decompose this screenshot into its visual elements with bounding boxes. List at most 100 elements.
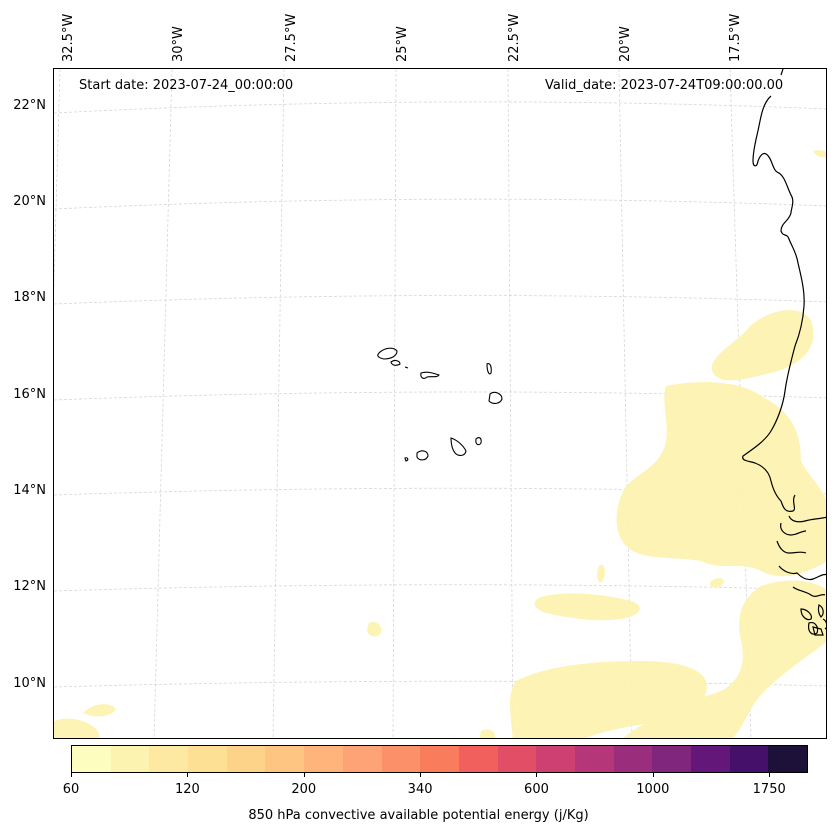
island-santiago xyxy=(450,437,467,456)
meridian-25w xyxy=(392,69,397,738)
island-brava xyxy=(404,457,409,462)
colorbar-segment xyxy=(420,746,459,772)
parallel-14n xyxy=(54,487,826,496)
island-sal xyxy=(486,363,492,375)
colorbar-segment xyxy=(691,746,730,772)
colorbar-segment xyxy=(265,746,305,772)
lat-label-14n: 14°N xyxy=(13,483,46,498)
cape-region-west xyxy=(54,718,100,738)
cape-region-small-3 xyxy=(479,729,496,738)
lon-label-25w: 25°W xyxy=(385,0,410,64)
lat-label-22n: 22°N xyxy=(13,98,46,113)
lon-label-text: 32.5°W xyxy=(61,13,76,62)
graticule xyxy=(54,69,826,738)
cape-region-southwest xyxy=(510,661,707,738)
cape-region-coast-north xyxy=(711,310,814,381)
coast-guinea-bissau xyxy=(792,586,826,636)
lon-label-20w: 20°W xyxy=(608,0,633,64)
colorbar-segment xyxy=(574,746,614,772)
parallel-22n xyxy=(54,101,826,114)
lon-label-17-5w: 17.5°W xyxy=(718,0,743,64)
coast-northwest-africa xyxy=(742,69,805,502)
parallel-18n xyxy=(54,295,826,305)
lat-label-12n: 12°N xyxy=(13,579,46,594)
colorbar xyxy=(71,745,808,773)
colorbar-segment xyxy=(729,746,769,772)
colorbar-segment xyxy=(149,746,189,772)
colorbar-segment xyxy=(72,746,111,772)
valid-date-label: Valid_date: 2023-07-24T09:00:00.00 xyxy=(545,78,784,93)
colorbar-segment xyxy=(342,746,382,772)
colorbar-segment xyxy=(497,746,537,772)
lon-label-text: 25°W xyxy=(395,26,410,62)
colorbar-segment xyxy=(188,746,227,772)
colorbar-tick-mark xyxy=(303,773,305,777)
colorbar-segment xyxy=(768,746,808,772)
parallel-10n xyxy=(54,680,826,688)
meridian-30w xyxy=(153,69,173,738)
colorbar-tick-label: 600 xyxy=(524,782,549,797)
coast-senegal-gambia xyxy=(776,494,826,581)
lon-label-text: 17.5°W xyxy=(728,13,743,62)
lat-label-18n: 18°N xyxy=(13,290,46,305)
cape-field xyxy=(54,150,826,738)
lat-label-20n: 20°N xyxy=(13,194,46,209)
cape-region-coast-central xyxy=(616,382,826,577)
colorbar-segment xyxy=(110,746,150,772)
africa-coastline xyxy=(742,69,826,636)
lat-label-10n: 10°N xyxy=(13,676,46,691)
colorbar-tick-label: 340 xyxy=(407,782,433,797)
cape-region-mid xyxy=(534,593,640,621)
colorbar-segment xyxy=(536,746,575,772)
colorbar-tick-mark xyxy=(652,773,654,777)
island-santa-luzia xyxy=(404,366,409,369)
lon-label-27-5w: 27.5°W xyxy=(274,0,299,64)
island-santo-antao xyxy=(377,347,398,360)
map-canvas xyxy=(54,69,826,738)
colorbar-tick-mark xyxy=(187,773,189,777)
meridian-27-5w xyxy=(272,69,285,738)
start-date-label: Start date: 2023-07-24_00:00:00 xyxy=(79,78,294,93)
lat-label-16n: 16°N xyxy=(13,387,46,402)
lon-label-30w: 30°W xyxy=(161,0,186,64)
lon-label-text: 22.5°W xyxy=(507,13,522,62)
lon-label-32-5w: 32.5°W xyxy=(51,0,76,64)
parallel-12n xyxy=(54,584,826,592)
parallel-20n xyxy=(54,198,826,210)
colorbar-tick-mark xyxy=(769,773,771,777)
island-fogo xyxy=(416,450,429,461)
meridian-20w xyxy=(618,69,633,738)
island-sao-vicente xyxy=(390,359,401,366)
cape-region-south-band xyxy=(623,580,826,738)
cape-verde-islands xyxy=(377,347,503,462)
colorbar-label: 850 hPa convective available potential e… xyxy=(248,808,589,823)
meridian-22-5w xyxy=(507,69,514,738)
island-sao-nicolau xyxy=(420,371,440,379)
colorbar-segment xyxy=(226,746,266,772)
colorbar-segment xyxy=(458,746,498,772)
cape-region-small-5 xyxy=(813,150,826,158)
colorbar-tick-label: 1000 xyxy=(636,782,670,797)
colorbar-tick-label: 120 xyxy=(174,782,200,797)
meridian-32-5w xyxy=(54,69,61,296)
lon-label-text: 27.5°W xyxy=(284,13,299,62)
colorbar-tick-mark xyxy=(420,773,422,777)
parallel-16n xyxy=(54,391,826,401)
cape-region-small-1 xyxy=(597,564,605,583)
lon-label-text: 30°W xyxy=(171,26,186,62)
map-panel[interactable] xyxy=(53,68,827,739)
cape-region-small-4 xyxy=(709,578,724,588)
colorbar-segment xyxy=(652,746,691,772)
island-maio xyxy=(475,437,482,446)
cape-region-small-2 xyxy=(367,621,382,637)
lon-label-text: 20°W xyxy=(618,26,633,62)
colorbar-tick-label: 60 xyxy=(62,782,80,797)
lon-label-22-5w: 22.5°W xyxy=(497,0,522,64)
colorbar-segment xyxy=(613,746,653,772)
cape-region-west-small xyxy=(83,704,116,717)
colorbar-tick-label: 200 xyxy=(291,782,317,797)
island-boa-vista xyxy=(488,391,503,404)
colorbar-segment xyxy=(381,746,421,772)
colorbar-tick-label: 1750 xyxy=(752,782,786,797)
colorbar-tick-mark xyxy=(536,773,538,777)
